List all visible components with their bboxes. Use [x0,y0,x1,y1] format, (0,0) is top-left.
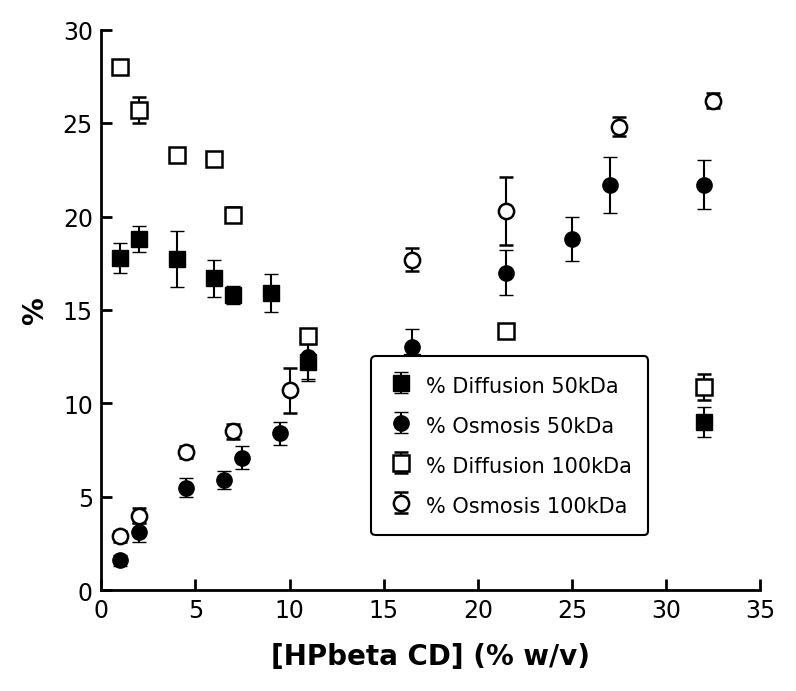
X-axis label: [HPbeta CD] (% w/v): [HPbeta CD] (% w/v) [271,642,590,670]
Legend: % Diffusion 50kDa, % Osmosis 50kDa, % Diffusion 100kDa, % Osmosis 100kDa: % Diffusion 50kDa, % Osmosis 50kDa, % Di… [372,357,648,536]
Y-axis label: %: % [21,296,49,324]
